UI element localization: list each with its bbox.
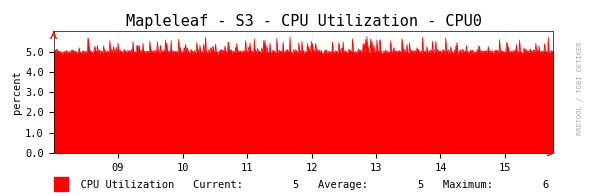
Y-axis label: percent: percent (12, 70, 22, 114)
Text: RRDTOOL / TOBI OETIKER: RRDTOOL / TOBI OETIKER (577, 41, 583, 135)
Title: Mapleleaf - S3 - CPU Utilization - CPU0: Mapleleaf - S3 - CPU Utilization - CPU0 (126, 14, 481, 29)
Text: CPU Utilization   Current:        5   Average:        5   Maximum:        6: CPU Utilization Current: 5 Average: 5 Ma… (68, 180, 550, 190)
